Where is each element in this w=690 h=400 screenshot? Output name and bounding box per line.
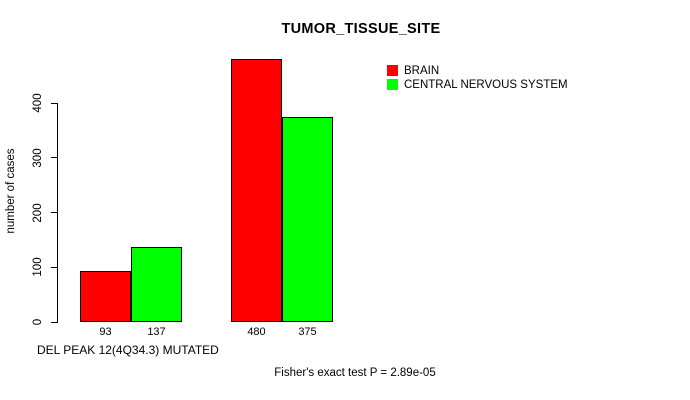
y-tick-label: 300 [32, 148, 44, 168]
legend-item: CENTRAL NERVOUS SYSTEM [387, 78, 568, 91]
fisher-test-annotation: Fisher's exact test P = 2.89e-05 [274, 367, 436, 379]
y-axis-line [57, 103, 58, 323]
y-tick-label: 100 [32, 257, 44, 277]
legend-label: BRAIN [404, 64, 440, 77]
y-tick-mark [51, 157, 58, 159]
bar-brain-group1 [80, 271, 131, 322]
legend-item: BRAIN [387, 64, 568, 77]
bar-brain-group2 [231, 59, 282, 322]
legend-swatch-icon [387, 79, 398, 90]
legend-label: CENTRAL NERVOUS SYSTEM [404, 78, 568, 91]
y-tick-mark [51, 212, 58, 213]
bar-value-label: 93 [99, 326, 112, 338]
chart-title: TUMOR_TISSUE_SITE [281, 21, 441, 37]
y-axis-title: number of cases [5, 148, 17, 234]
y-tick-mark [51, 266, 58, 268]
bar-central-nervous-system-group2 [282, 117, 333, 322]
bar-value-label: 480 [247, 326, 266, 338]
y-tick-label: 400 [32, 93, 44, 113]
y-tick-mark [51, 321, 58, 323]
bar-value-label: 375 [298, 326, 317, 338]
y-tick-label: 0 [32, 318, 44, 326]
bar-central-nervous-system-group1 [131, 247, 182, 322]
legend-swatch-icon [387, 65, 398, 76]
bar-value-label: 137 [147, 326, 166, 338]
y-tick-label: 200 [32, 202, 44, 223]
x-axis-title: DEL PEAK 12(4Q34.3) MUTATED [37, 343, 219, 357]
legend: BRAIN CENTRAL NERVOUS SYSTEM [387, 64, 568, 91]
y-tick-mark [51, 102, 58, 104]
